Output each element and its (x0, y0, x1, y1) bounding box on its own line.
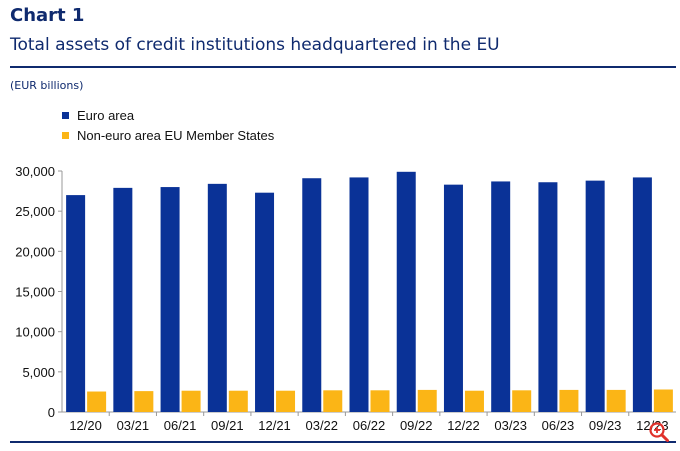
bar-non-euro (653, 389, 673, 412)
y-tick-label: 20,000 (15, 244, 55, 259)
bar-euro-area (207, 183, 227, 412)
x-tick-label: 03/22 (305, 418, 338, 433)
legend-item-non-euro: Non-euro area EU Member States (62, 128, 274, 143)
bar-euro-area (443, 184, 463, 412)
bar-euro-area (302, 178, 322, 412)
bar-euro-area (538, 182, 558, 412)
x-tick-label: 06/22 (353, 418, 386, 433)
bar-non-euro (370, 390, 390, 412)
bar-non-euro (606, 389, 626, 412)
bar-euro-area (160, 187, 180, 412)
legend-swatch-non-euro (62, 132, 69, 139)
legend-label-non-euro: Non-euro area EU Member States (77, 128, 275, 143)
bar-non-euro (87, 391, 107, 412)
bar-euro-area (585, 180, 605, 412)
top-divider (10, 66, 676, 68)
x-tick-label: 06/21 (164, 418, 197, 433)
legend-label-euro-area: Euro area (77, 108, 135, 123)
bar-euro-area (396, 171, 416, 412)
y-tick-label: 25,000 (15, 204, 55, 219)
x-tick-label: 03/23 (494, 418, 527, 433)
bar-non-euro (417, 389, 437, 412)
legend-item-euro-area: Euro area (62, 108, 134, 123)
x-tick-label: 03/21 (117, 418, 150, 433)
bar-non-euro (464, 390, 484, 412)
bar-euro-area (113, 187, 133, 412)
y-tick-label: 0 (48, 405, 55, 420)
y-tick-label: 15,000 (15, 285, 55, 300)
y-tick-label: 5,000 (22, 365, 55, 380)
chart-title: Total assets of credit institutions head… (10, 35, 500, 55)
x-tick-label: 12/22 (447, 418, 480, 433)
x-tick-label: 09/23 (589, 418, 622, 433)
bar-euro-area (349, 177, 369, 412)
x-tick-label: 12/21 (258, 418, 291, 433)
bar-euro-area (66, 195, 86, 412)
y-tick-label: 30,000 (15, 164, 55, 179)
bar-non-euro (134, 391, 154, 412)
unit-label: (EUR billions) (10, 79, 84, 92)
bar-non-euro (228, 390, 248, 412)
zoom-in-icon[interactable] (648, 421, 670, 443)
x-tick-label: 12/20 (69, 418, 102, 433)
bar-non-euro (181, 390, 201, 412)
y-tick-label: 10,000 (15, 325, 55, 340)
bar-non-euro (276, 390, 296, 412)
x-tick-label: 09/22 (400, 418, 433, 433)
bar-euro-area (255, 192, 275, 412)
chart-number: Chart 1 (10, 5, 85, 26)
bar-non-euro (512, 390, 532, 412)
bar-non-euro (323, 390, 343, 412)
bar-non-euro (559, 389, 579, 412)
bar-euro-area (491, 181, 511, 412)
bar-euro-area (632, 177, 652, 412)
bottom-divider (10, 441, 676, 443)
x-tick-label: 06/23 (542, 418, 575, 433)
legend-swatch-euro-area (62, 112, 69, 119)
x-tick-label: 09/21 (211, 418, 244, 433)
